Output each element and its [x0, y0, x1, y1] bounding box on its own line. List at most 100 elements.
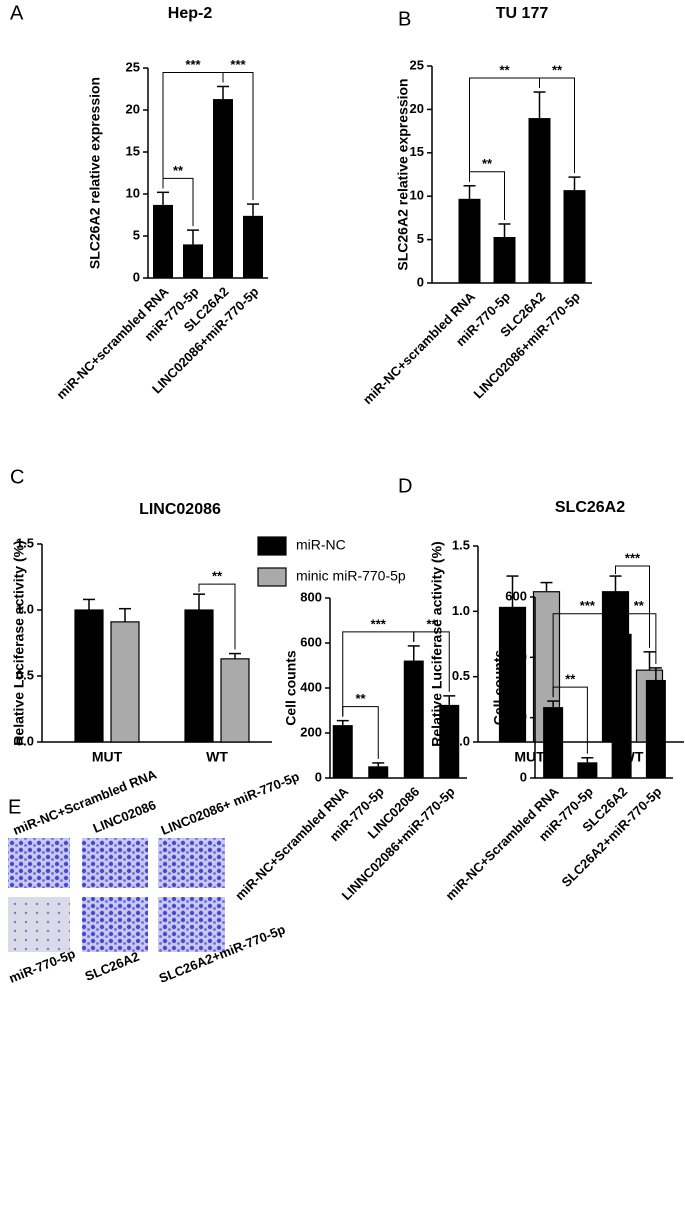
error-bar — [407, 645, 420, 661]
x-tick-label: miR-NC+Scrambled RNA — [443, 784, 563, 904]
image-label: miR-NC+Scrambled RNA — [11, 766, 160, 838]
image-label: LINC02086+ miR-770-5p — [159, 769, 302, 838]
bar — [577, 762, 598, 778]
bar — [458, 198, 481, 283]
bar — [493, 236, 516, 283]
micrograph — [8, 897, 70, 952]
y-tick-label: 600 — [300, 634, 322, 649]
error-bar — [498, 223, 511, 237]
y-axis-label: Relative Luciferase activity (%) — [11, 540, 27, 745]
y-tick-label: 0 — [520, 769, 527, 784]
panel-letter: B — [398, 8, 411, 30]
y-tick-label: 200 — [300, 724, 322, 739]
significance-label: ** — [565, 672, 576, 687]
bar — [153, 204, 173, 278]
y-tick-label: 0.5 — [452, 668, 470, 683]
error-bar — [83, 598, 95, 610]
significance-label: ** — [355, 691, 366, 706]
micrograph — [82, 838, 148, 888]
y-tick-label: 1.5 — [16, 535, 34, 550]
chart-title: Hep-2 — [168, 5, 213, 22]
error-bar — [581, 757, 594, 763]
significance-label: *** — [625, 550, 641, 565]
y-tick-label: 800 — [300, 589, 322, 604]
micrograph — [158, 897, 225, 952]
bar — [184, 609, 214, 743]
significance-label: *** — [580, 598, 596, 613]
legend-label: minic miR-770-5p — [296, 568, 406, 584]
y-tick-label: 400 — [505, 649, 527, 664]
bar — [74, 609, 104, 743]
y-tick-label: 15 — [410, 144, 424, 159]
significance-label: ** — [482, 156, 493, 171]
y-tick-label: 1.5 — [452, 537, 470, 552]
chart-title: TU 177 — [496, 5, 549, 22]
micrograph — [158, 838, 225, 888]
significance-label: ** — [212, 569, 223, 584]
error-bar — [157, 191, 169, 205]
bar — [213, 99, 233, 278]
panel-letter: E — [8, 796, 21, 818]
bar — [563, 190, 586, 283]
significance-label: ** — [499, 62, 510, 77]
y-tick-label: 400 — [300, 679, 322, 694]
y-tick-label: 5 — [417, 231, 424, 246]
legend-swatch — [257, 567, 287, 587]
y-tick-label: 0.0 — [16, 733, 34, 748]
y-tick-label: 0 — [315, 769, 322, 784]
error-bar — [229, 652, 241, 659]
significance-bracket — [539, 77, 575, 174]
x-tick-label: MUT — [514, 749, 545, 765]
y-tick-label: 25 — [410, 57, 424, 72]
error-bar — [609, 575, 622, 592]
y-tick-label: 25 — [126, 59, 140, 74]
bar — [528, 118, 551, 283]
error-bar — [506, 575, 519, 608]
y-tick-label: 20 — [410, 101, 424, 116]
legend-swatch — [257, 536, 287, 556]
significance-label: ** — [173, 163, 184, 178]
chart-title: LINC02086 — [139, 501, 221, 518]
y-axis-label: Cell counts — [491, 650, 507, 726]
error-bar — [533, 91, 546, 119]
error-bar — [568, 176, 581, 191]
bar — [611, 633, 632, 778]
significance-bracket — [222, 71, 254, 201]
significance-label: *** — [185, 57, 201, 72]
panel-letter: A — [10, 2, 24, 24]
error-bar — [649, 667, 662, 680]
y-axis-label: Cell counts — [283, 650, 299, 726]
error-bar — [540, 581, 553, 592]
x-tick-label: WT — [206, 749, 228, 765]
significance-bracket — [198, 583, 236, 650]
bar — [183, 244, 203, 278]
y-tick-label: 0 — [133, 269, 140, 284]
y-tick-label: 600 — [505, 588, 527, 603]
significance-label: ** — [634, 598, 645, 613]
bar — [332, 725, 353, 778]
micrograph — [8, 838, 70, 888]
bar — [368, 766, 389, 778]
significance-label: *** — [371, 616, 387, 631]
error-bar — [372, 762, 385, 767]
y-tick-label: 200 — [505, 709, 527, 724]
significance-bracket — [342, 631, 415, 717]
panel-letter: C — [10, 466, 24, 488]
error-bar — [247, 203, 259, 216]
significance-bracket — [413, 631, 450, 692]
x-tick-label: MUT — [92, 749, 123, 765]
micrograph — [82, 897, 148, 952]
y-tick-label: 15 — [126, 143, 140, 158]
error-bar — [217, 85, 229, 100]
panel-letter: D — [398, 475, 412, 497]
chart-title: SLC26A2 — [555, 499, 625, 516]
error-bar — [187, 229, 199, 245]
bar — [220, 658, 250, 743]
legend-label: miR-NC — [296, 537, 346, 553]
y-axis-label: SLC26A2 relative expression — [87, 77, 103, 269]
significance-label: ** — [426, 616, 437, 631]
y-tick-label: 10 — [126, 185, 140, 200]
error-bar — [443, 695, 456, 705]
y-tick-label: 0 — [417, 274, 424, 289]
